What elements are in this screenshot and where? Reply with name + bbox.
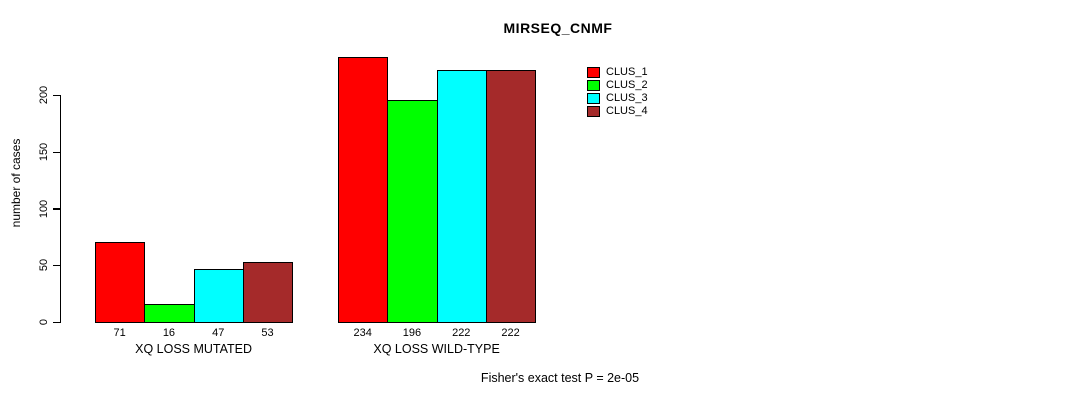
y-tick-label: 50: [37, 259, 50, 272]
bar-clus-3-group1: [193, 268, 244, 323]
legend-label: CLUS_1: [606, 66, 648, 78]
legend-item-clus-4: CLUS_4: [587, 105, 648, 118]
legend-swatch-icon: [587, 93, 600, 104]
bar-value-label: 222: [501, 327, 520, 339]
bar-value-label: 196: [402, 327, 422, 339]
bar-clus-4-group2: [485, 70, 537, 323]
y-tick: [52, 94, 60, 97]
legend-swatch-icon: [587, 106, 600, 117]
legend-item-clus-2: CLUS_2: [587, 79, 648, 92]
legend: CLUS_1 CLUS_2 CLUS_3 CLUS_4: [587, 66, 648, 118]
bar-value-label: 234: [353, 327, 372, 339]
bar-clus-2-group2: [387, 99, 438, 323]
y-tick: [52, 208, 60, 210]
bar-value-label: 222: [452, 327, 471, 339]
legend-label: CLUS_3: [606, 92, 648, 104]
legend-item-clus-1: CLUS_1: [587, 66, 648, 79]
x-category-label: XQ LOSS MUTATED: [135, 342, 253, 356]
bar-clus-1-group1: [95, 241, 146, 323]
y-tick: [52, 151, 60, 153]
y-tick-label: 0: [37, 318, 50, 326]
bar-value-label: 47: [212, 327, 225, 339]
y-axis-label: number of cases: [9, 138, 23, 228]
bar-clus-3-group2: [436, 70, 487, 323]
y-tick-label: 150: [37, 142, 50, 162]
legend-label: CLUS_4: [606, 105, 648, 117]
y-tick: [52, 321, 60, 323]
y-tick: [52, 264, 60, 267]
y-tick-label: 200: [37, 86, 50, 105]
legend-item-clus-3: CLUS_3: [587, 92, 648, 105]
bar-value-label: 16: [162, 327, 176, 339]
bar-clus-1-group2: [338, 56, 389, 323]
y-tick-label: 100: [37, 199, 50, 218]
legend-label: CLUS_2: [606, 79, 648, 91]
bar-clus-4-group1: [242, 261, 294, 323]
x-category-label: XQ LOSS WILD-TYPE: [373, 342, 500, 356]
bar-value-label: 53: [261, 327, 274, 339]
legend-swatch-icon: [587, 67, 600, 78]
y-axis-line: [59, 95, 61, 324]
stat-test-caption: Fisher's exact test P = 2e-05: [480, 371, 640, 385]
chart-title: MIRSEQ_CNMF: [503, 20, 613, 36]
bar-clus-2-group1: [144, 303, 195, 323]
bar-value-label: 71: [113, 327, 126, 339]
legend-swatch-icon: [587, 80, 600, 91]
